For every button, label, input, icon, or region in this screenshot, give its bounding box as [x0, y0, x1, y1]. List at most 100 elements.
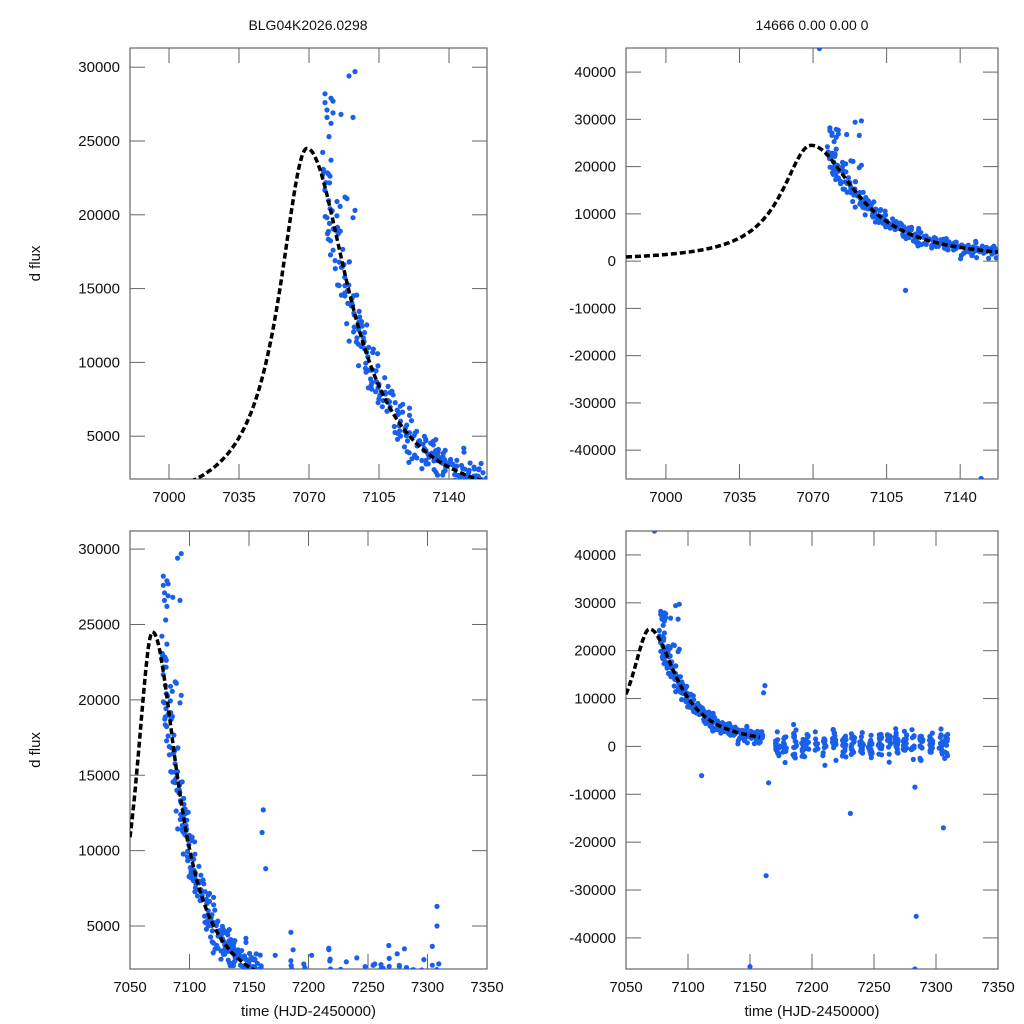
data-point — [923, 241, 929, 247]
data-point — [345, 969, 350, 974]
x-tick-label: 7035 — [222, 489, 255, 506]
data-point — [434, 903, 440, 910]
data-point — [901, 743, 907, 749]
data-point — [396, 976, 401, 981]
data-point — [246, 968, 250, 969]
data-point — [483, 475, 487, 479]
data-point — [401, 946, 407, 952]
data-point — [832, 153, 838, 159]
data-point — [232, 938, 238, 944]
title-right: 14666 0.00 0.00 0 — [756, 17, 869, 33]
data-point — [177, 597, 183, 604]
data-point — [419, 457, 425, 464]
x-tick-label: 7150 — [232, 979, 265, 996]
y-tick-label: 0 — [608, 738, 616, 755]
data-point — [185, 809, 191, 815]
y-tick-label: 30000 — [78, 541, 120, 558]
data-point — [675, 616, 681, 622]
data-point — [397, 428, 403, 434]
data-point — [421, 1004, 426, 1009]
data-point — [354, 292, 360, 298]
data-point — [845, 175, 852, 181]
data-point — [192, 839, 198, 845]
data-point — [442, 447, 448, 453]
data-point — [434, 923, 440, 929]
data-point — [209, 928, 215, 934]
data-point — [942, 755, 948, 762]
data-point — [161, 597, 168, 604]
data-point — [213, 922, 219, 929]
data-point — [883, 212, 889, 218]
data-point — [330, 98, 336, 104]
data-point — [372, 996, 377, 1001]
data-point — [248, 973, 253, 978]
data-point — [677, 674, 684, 680]
y-tick-label: -30000 — [569, 882, 616, 899]
data-point — [394, 1010, 399, 1015]
y-tick-label: 25000 — [78, 616, 120, 633]
data-point — [326, 974, 331, 979]
data-point — [386, 974, 391, 979]
data-point — [273, 997, 278, 1002]
data-point — [165, 593, 171, 599]
data-point — [258, 970, 263, 975]
data-point — [388, 977, 393, 982]
data-point — [336, 983, 341, 988]
data-point — [185, 848, 191, 855]
data-point — [820, 750, 826, 756]
data-point — [886, 751, 892, 757]
x-tick-label: 7200 — [292, 979, 325, 996]
data-point — [406, 405, 413, 411]
data-point — [327, 238, 334, 244]
data-point — [813, 740, 819, 747]
data-point — [480, 470, 486, 476]
y-axis-label: d flux — [27, 245, 44, 281]
data-point — [255, 969, 260, 974]
data-point — [462, 466, 468, 472]
data-point — [395, 999, 400, 1004]
data-point — [860, 189, 866, 195]
data-point — [163, 657, 169, 663]
data-point — [328, 992, 333, 997]
data-point — [324, 231, 331, 237]
data-point — [419, 1011, 424, 1016]
data-point — [394, 977, 399, 982]
data-point — [369, 386, 375, 392]
data-point — [163, 664, 169, 670]
data-point — [165, 581, 171, 587]
data-point — [172, 780, 178, 786]
data-point — [215, 918, 221, 924]
y-tick-label: -40000 — [569, 442, 616, 459]
data-point — [370, 346, 376, 352]
data-point — [280, 970, 285, 975]
data-point — [871, 199, 877, 205]
data-point — [368, 382, 374, 388]
data-point — [386, 942, 392, 949]
x-tick-label: 7100 — [671, 979, 704, 996]
data-point — [177, 700, 183, 706]
data-point — [886, 759, 892, 765]
data-point — [848, 744, 854, 750]
x-tick-label: 7350 — [470, 979, 503, 996]
data-point — [744, 723, 750, 730]
data-point — [320, 149, 326, 155]
data-point — [757, 739, 763, 745]
data-point — [833, 757, 839, 764]
data-point — [366, 344, 372, 350]
data-point — [338, 993, 343, 998]
data-point — [858, 748, 864, 755]
y-tick-label: 0 — [608, 253, 616, 270]
y-tick-label: -20000 — [569, 834, 616, 851]
data-point — [659, 649, 665, 655]
data-point — [326, 985, 331, 990]
data-point — [410, 1000, 415, 1005]
data-point — [327, 252, 334, 258]
data-point — [656, 627, 662, 634]
data-point — [243, 939, 249, 946]
data-point — [198, 872, 204, 878]
data-point — [391, 423, 397, 430]
data-point — [340, 246, 346, 252]
data-point — [974, 255, 980, 261]
data-point — [908, 747, 915, 753]
data-point — [396, 988, 401, 993]
